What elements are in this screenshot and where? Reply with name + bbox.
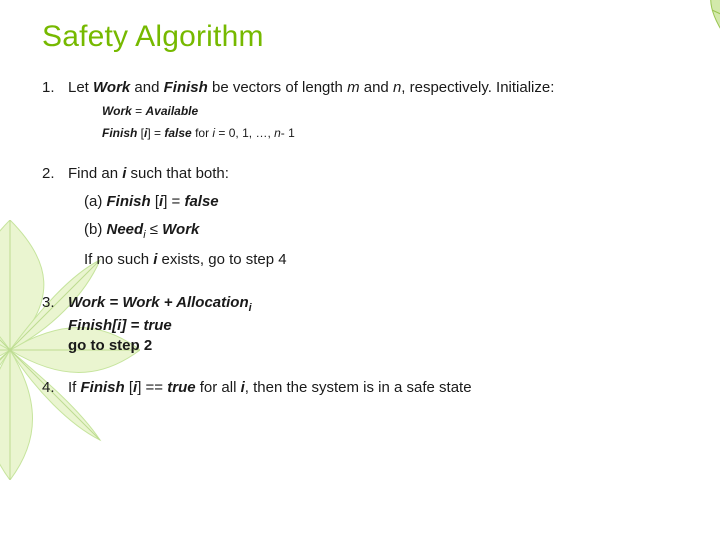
step-2: Find an i such that both: (a) Finish [i]… (42, 164, 678, 271)
step2-ifno: If no such i exists, go to step 4 (68, 249, 678, 271)
step-3: Work = Work + Allocationi Finish[i] = tr… (42, 293, 678, 356)
step3-line2: Finish[i] = true (68, 317, 172, 334)
slide-title: Safety Algorithm (42, 20, 678, 54)
step1-text: Let Work and Finish be vectors of length… (68, 79, 554, 96)
slide-content: Safety Algorithm Let Work and Finish be … (0, 0, 720, 444)
step2-a: (a) Finish [i] = false (68, 191, 678, 214)
step4-text: If Finish [i] == true for all i, then th… (68, 379, 472, 396)
step2-text: Find an i such that both: (68, 165, 229, 182)
step1-eq2: Finish [i] = false for i = 0, 1, …, n- 1 (68, 124, 678, 142)
algorithm-steps: Let Work and Finish be vectors of length… (42, 78, 678, 398)
step3-line3: go to step 2 (68, 337, 152, 354)
step1-eq1: Work = Available (68, 102, 678, 120)
step3-line1: Work = Work + Allocationi (68, 294, 252, 311)
step-1: Let Work and Finish be vectors of length… (42, 78, 678, 142)
step-4: If Finish [i] == true for all i, then th… (42, 378, 678, 398)
step2-b: (b) Needi ≤ Work (68, 219, 678, 243)
